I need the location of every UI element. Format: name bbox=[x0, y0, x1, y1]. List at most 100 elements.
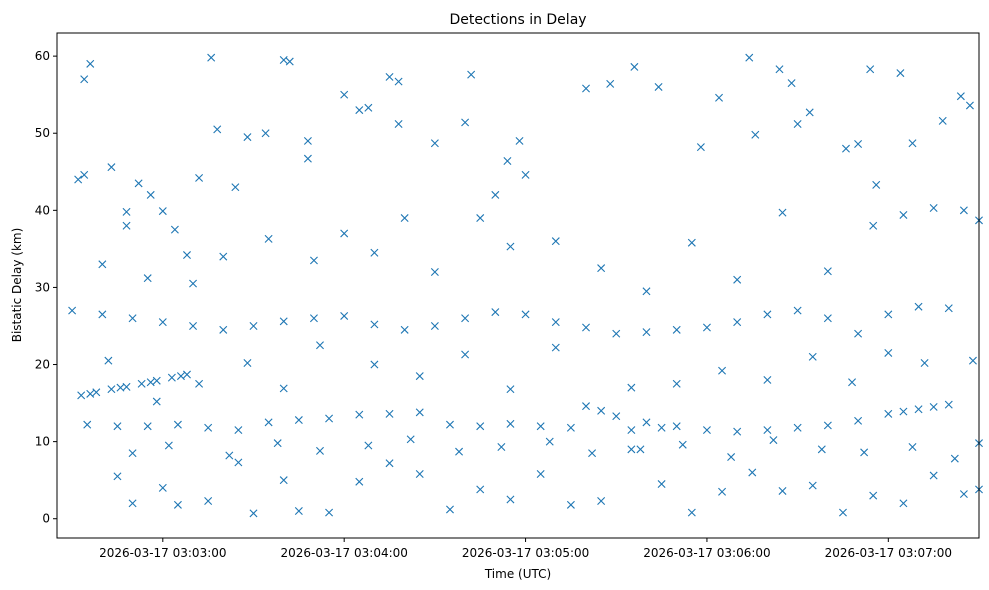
data-point-marker bbox=[86, 389, 95, 398]
data-point-marker bbox=[113, 472, 122, 481]
data-point-marker bbox=[793, 423, 802, 432]
data-point-marker bbox=[116, 383, 125, 392]
data-point-marker bbox=[521, 170, 530, 179]
data-point-marker bbox=[702, 426, 711, 435]
data-point-marker bbox=[279, 317, 288, 326]
data-point-marker bbox=[461, 314, 470, 323]
data-point-marker bbox=[869, 221, 878, 230]
data-point-marker bbox=[950, 454, 959, 463]
data-point-marker bbox=[702, 323, 711, 332]
data-point-marker bbox=[654, 82, 663, 91]
data-point-marker bbox=[400, 214, 409, 223]
data-point-marker bbox=[430, 268, 439, 276]
data-point-marker bbox=[430, 321, 439, 330]
data-point-marker bbox=[158, 207, 167, 216]
data-point-marker bbox=[808, 481, 817, 490]
data-point-marker bbox=[476, 214, 485, 223]
data-point-marker bbox=[965, 101, 974, 110]
data-point-marker bbox=[173, 500, 182, 509]
data-point-marker bbox=[506, 242, 515, 251]
x-tick-label: 2026-03-17 03:04:00 bbox=[280, 546, 407, 560]
data-point-marker bbox=[415, 408, 424, 417]
data-point-marker bbox=[491, 190, 500, 199]
data-point-marker bbox=[279, 55, 288, 64]
data-point-marker bbox=[672, 325, 681, 334]
data-point-marker bbox=[745, 53, 754, 62]
data-point-marker bbox=[152, 376, 161, 385]
data-point-marker bbox=[249, 509, 258, 518]
data-point-marker bbox=[787, 79, 796, 88]
data-point-marker bbox=[364, 103, 373, 112]
data-point-marker bbox=[727, 453, 736, 462]
data-point-marker bbox=[884, 348, 893, 357]
y-tick-label: 50 bbox=[35, 126, 50, 140]
x-tick-label: 2026-03-17 03:05:00 bbox=[462, 546, 589, 560]
data-point-marker bbox=[612, 412, 621, 421]
data-point-marker bbox=[545, 437, 554, 446]
data-point-marker bbox=[385, 72, 394, 81]
data-point-marker bbox=[370, 320, 379, 329]
data-point-marker bbox=[189, 279, 198, 288]
data-point-marker bbox=[68, 306, 77, 315]
data-point-marker bbox=[929, 471, 938, 480]
data-point-marker bbox=[823, 421, 832, 430]
data-point-marker bbox=[219, 252, 228, 261]
data-point-marker bbox=[285, 57, 294, 66]
data-point-marker bbox=[869, 491, 878, 500]
data-point-marker bbox=[817, 445, 826, 454]
chart-title: Detections in Delay bbox=[449, 12, 586, 28]
data-point-marker bbox=[866, 65, 875, 74]
data-point-marker bbox=[521, 310, 530, 319]
data-point-marker bbox=[107, 163, 116, 172]
data-point-marker bbox=[234, 426, 243, 435]
data-point-marker bbox=[642, 418, 651, 427]
data-point-marker bbox=[627, 445, 636, 454]
data-point-marker bbox=[657, 423, 666, 432]
data-point-marker bbox=[234, 458, 243, 467]
data-point-marker bbox=[264, 234, 273, 243]
data-point-marker bbox=[394, 119, 403, 128]
data-point-marker bbox=[303, 154, 312, 163]
data-point-marker bbox=[884, 310, 893, 319]
data-point-marker bbox=[823, 267, 832, 276]
data-point-marker bbox=[364, 441, 373, 450]
data-point-marker bbox=[515, 136, 524, 145]
data-point-marker bbox=[80, 75, 89, 84]
data-point-marker bbox=[86, 59, 95, 68]
data-point-marker bbox=[74, 175, 83, 184]
data-point-marker bbox=[823, 314, 832, 323]
data-point-marker bbox=[687, 508, 696, 517]
data-point-marker bbox=[113, 422, 122, 431]
data-point-marker bbox=[551, 318, 560, 327]
data-point-marker bbox=[696, 143, 705, 152]
data-point-marker bbox=[929, 204, 938, 213]
x-tick-label: 2026-03-17 03:06:00 bbox=[643, 546, 770, 560]
data-point-marker bbox=[104, 356, 113, 365]
data-point-marker bbox=[231, 183, 240, 192]
data-point-marker bbox=[137, 379, 146, 388]
data-point-marker bbox=[134, 179, 143, 188]
data-point-marker bbox=[854, 416, 863, 425]
data-point-marker bbox=[588, 449, 597, 458]
data-point-marker bbox=[657, 480, 666, 489]
data-point-marker bbox=[854, 329, 863, 338]
data-point-marker bbox=[195, 379, 204, 388]
data-point-marker bbox=[808, 352, 817, 361]
y-tick-label: 40 bbox=[35, 203, 50, 217]
data-point-marker bbox=[687, 238, 696, 247]
data-point-marker bbox=[899, 407, 908, 416]
data-point-marker bbox=[80, 170, 89, 179]
data-point-marker bbox=[908, 443, 917, 452]
data-point-marker bbox=[748, 468, 757, 477]
data-point-marker bbox=[606, 79, 615, 88]
data-point-marker bbox=[597, 497, 606, 505]
y-axis-label: Bistatic Delay (km) bbox=[10, 228, 24, 343]
data-point-marker bbox=[778, 486, 787, 495]
data-point-marker bbox=[842, 144, 850, 153]
data-point-marker bbox=[854, 140, 863, 149]
data-point-marker bbox=[793, 119, 802, 128]
data-point-marker bbox=[204, 497, 213, 505]
data-point-marker bbox=[582, 323, 591, 332]
data-point-marker bbox=[340, 90, 349, 99]
